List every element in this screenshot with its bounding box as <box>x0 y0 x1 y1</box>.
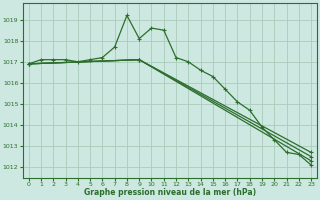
X-axis label: Graphe pression niveau de la mer (hPa): Graphe pression niveau de la mer (hPa) <box>84 188 256 197</box>
